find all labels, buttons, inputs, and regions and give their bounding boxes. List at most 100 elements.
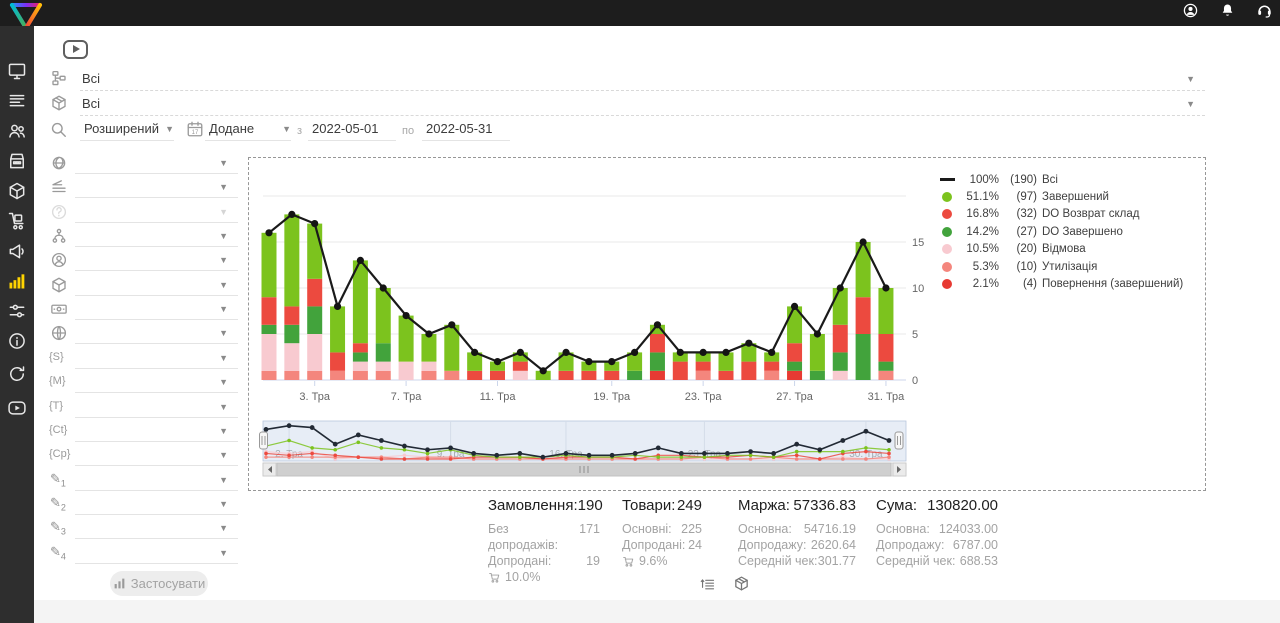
legend-item[interactable]: 10.5% (20) Відмова: [939, 241, 1183, 258]
product-select[interactable]: Всі ▼: [80, 93, 1205, 116]
video-tutorial-button[interactable]: [63, 40, 88, 59]
line-point: [402, 312, 410, 320]
bar-segment: [421, 370, 437, 380]
filter-select-row-7[interactable]: ▼: [48, 298, 240, 321]
tag-ct-icon: {Ct}: [49, 423, 68, 436]
legend-item[interactable]: 51.1% (97) Завершений: [939, 188, 1183, 205]
legend-percent: 5.3%: [972, 260, 999, 273]
svg-text:19. Тра: 19. Тра: [593, 391, 631, 403]
sidebar-item-supply[interactable]: [7, 211, 27, 231]
legend-dot-swatch: [939, 279, 955, 290]
filter-select-field[interactable]: ▼: [75, 152, 238, 174]
apply-button[interactable]: Застосувати: [110, 571, 208, 596]
chevron-down-icon: ▼: [219, 352, 228, 363]
line-point: [562, 348, 570, 356]
sidebar-item-products[interactable]: [7, 181, 27, 201]
user-icon[interactable]: [1182, 2, 1201, 21]
stat-sub-label: Без допродажів:: [488, 522, 559, 552]
sidebar-item-store[interactable]: [7, 151, 27, 171]
filter-select-row-5[interactable]: ▼: [48, 249, 240, 272]
filter-select-row-11[interactable]: {T} ▼: [48, 396, 240, 419]
sidebar-item-marketing[interactable]: [7, 241, 27, 261]
filter-select-row-10[interactable]: {M} ▼: [48, 371, 240, 394]
sidebar-item-clients[interactable]: [7, 121, 27, 141]
legend-count: (97): [1016, 191, 1037, 204]
filter-select-row-4[interactable]: ▼: [48, 225, 240, 248]
legend-item[interactable]: 100% (190) Всі: [939, 171, 1183, 188]
filter-select-field[interactable]: ▼: [75, 249, 238, 272]
legend-item[interactable]: 14.2% (27) DO Завершено: [939, 223, 1183, 240]
legend-item[interactable]: 5.3% (10) Утилізація: [939, 258, 1183, 275]
filter-select-field[interactable]: ▼: [75, 420, 238, 442]
list-icon[interactable]: [699, 575, 716, 592]
filter-select-field[interactable]: ▼: [75, 347, 238, 369]
filter-select-field[interactable]: ▼: [75, 517, 238, 540]
sidebar-item-analytics[interactable]: [7, 271, 27, 291]
filter-select-row-12[interactable]: {Ct} ▼: [48, 420, 240, 443]
filter-select-field[interactable]: ▼: [75, 493, 238, 515]
filter-select-row-15[interactable]: ✎2 ▼: [48, 493, 240, 516]
sitemap-icon: [50, 69, 68, 87]
bar-segment: [718, 352, 734, 371]
bar-segment: [352, 370, 368, 380]
filter-select-field[interactable]: ▼: [75, 469, 238, 491]
package-icon[interactable]: [733, 575, 750, 592]
filter-select-field[interactable]: ▼: [75, 176, 238, 199]
filter-select-row-14[interactable]: ✎1 ▼: [48, 469, 240, 492]
bar-segment: [832, 352, 848, 371]
filter-select-field[interactable]: ▼: [75, 542, 238, 564]
chevron-down-icon: ▼: [219, 498, 228, 509]
line-point: [790, 302, 799, 310]
date-from-input[interactable]: 2022-05-01: [308, 119, 396, 141]
date-field-select[interactable]: Додане ▼: [205, 119, 291, 141]
filter-select-field[interactable]: ▼: [75, 444, 238, 467]
date-to-input[interactable]: 2022-05-31: [422, 119, 510, 141]
filter-select-row-6[interactable]: ▼: [48, 274, 240, 297]
globe-hand-icon: [50, 154, 68, 172]
chevron-down-icon: ▼: [219, 255, 228, 266]
legend-item[interactable]: 2.1% (4) Повернення (завершений): [939, 275, 1183, 292]
sidebar-item-video[interactable]: [7, 398, 27, 418]
orders-chart[interactable]: 0 5 10 15 3. Тра 7. Тра 11. Тра 19. Тра 23. Тра 2…: [249, 158, 1205, 490]
filter-select-field[interactable]: ▼: [75, 298, 238, 321]
filter-select-field[interactable]: ▼: [75, 201, 238, 223]
filter-select-row-2[interactable]: ▼: [48, 176, 240, 199]
sidebar-item-dashboard[interactable]: [7, 61, 27, 81]
bar-segment: [718, 370, 734, 380]
filter-select-row-8[interactable]: ▼: [48, 322, 240, 345]
chevron-down-icon: ▼: [219, 425, 228, 436]
cart-icon: [488, 571, 501, 584]
filter-select-row-1[interactable]: ▼: [48, 152, 240, 175]
filter-select-field[interactable]: ▼: [75, 225, 238, 248]
bar-segment: [512, 370, 528, 380]
legend-dot-swatch: [939, 261, 955, 272]
legend-dot-swatch: [939, 192, 955, 203]
brand-logo-icon[interactable]: [9, 2, 43, 30]
sidebar-item-settings[interactable]: [7, 301, 27, 321]
calendar-icon: 17: [186, 120, 204, 138]
status-group-select[interactable]: Всі ▼: [80, 68, 1205, 91]
filter-select-row-3[interactable]: ▼: [48, 201, 240, 224]
search-mode-select[interactable]: Розширений ▼: [80, 119, 174, 141]
bell-icon[interactable]: [1219, 2, 1238, 21]
bar-segment: [604, 361, 620, 371]
legend-percent: 51.1%: [966, 191, 999, 204]
sidebar-item-sync[interactable]: [7, 364, 27, 384]
line-point: [288, 210, 296, 218]
tag-t-icon: {T}: [49, 399, 64, 412]
headset-icon[interactable]: [1256, 2, 1275, 21]
filter-select-row-13[interactable]: {Cp} ▼: [48, 444, 240, 467]
legend-item[interactable]: 16.8% (32) DO Возврат склад: [939, 206, 1183, 223]
legend-count: (190): [1010, 173, 1037, 186]
filter-select-field[interactable]: ▼: [75, 274, 238, 296]
legend-percent: 2.1%: [972, 278, 999, 291]
filter-select-field[interactable]: ▼: [75, 371, 238, 394]
filter-select-field[interactable]: ▼: [75, 322, 238, 345]
filter-select-row-16[interactable]: ✎3 ▼: [48, 517, 240, 540]
filter-select-field[interactable]: ▼: [75, 396, 238, 418]
search-icon: [49, 120, 68, 139]
filter-select-row-9[interactable]: {S} ▼: [48, 347, 240, 370]
sidebar-item-orders[interactable]: [7, 91, 27, 111]
filter-select-row-17[interactable]: ✎4 ▼: [48, 542, 240, 565]
sidebar-item-info[interactable]: [7, 331, 27, 351]
